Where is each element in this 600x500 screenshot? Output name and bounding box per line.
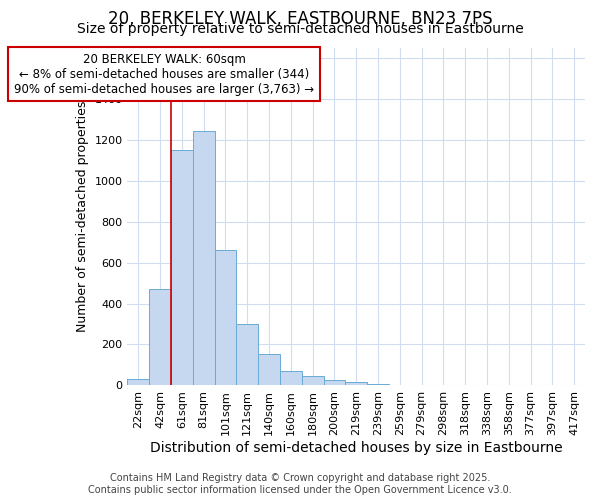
X-axis label: Distribution of semi-detached houses by size in Eastbourne: Distribution of semi-detached houses by … — [150, 441, 563, 455]
Bar — [236, 324, 258, 386]
Bar — [215, 250, 236, 386]
Bar — [258, 354, 280, 386]
Text: Contains HM Land Registry data © Crown copyright and database right 2025.
Contai: Contains HM Land Registry data © Crown c… — [88, 474, 512, 495]
Bar — [367, 384, 389, 386]
Bar — [149, 289, 171, 386]
Bar — [280, 371, 302, 386]
Text: 20, BERKELEY WALK, EASTBOURNE, BN23 7PS: 20, BERKELEY WALK, EASTBOURNE, BN23 7PS — [107, 10, 493, 28]
Text: 20 BERKELEY WALK: 60sqm
← 8% of semi-detached houses are smaller (344)
90% of se: 20 BERKELEY WALK: 60sqm ← 8% of semi-det… — [14, 52, 314, 96]
Text: Size of property relative to semi-detached houses in Eastbourne: Size of property relative to semi-detach… — [77, 22, 523, 36]
Bar — [323, 380, 346, 386]
Bar — [193, 132, 215, 386]
Bar — [346, 382, 367, 386]
Y-axis label: Number of semi-detached properties: Number of semi-detached properties — [76, 101, 89, 332]
Bar — [171, 150, 193, 386]
Bar — [302, 376, 323, 386]
Bar — [127, 380, 149, 386]
